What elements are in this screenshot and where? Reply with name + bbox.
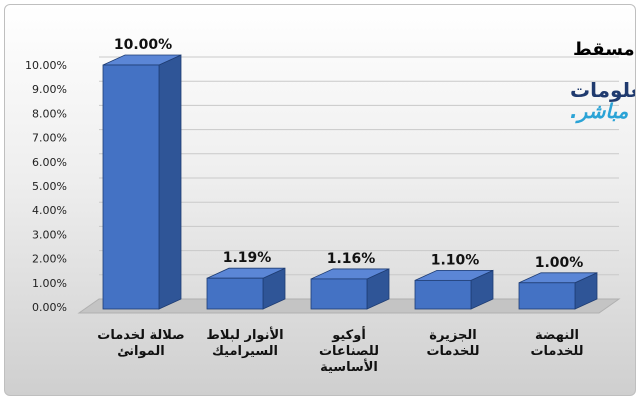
- category-label: الأنوار لبلاط السيراميك: [206, 326, 283, 359]
- bar-front: [102, 64, 160, 310]
- category-label-line: السيراميك: [212, 344, 278, 359]
- logo-line-1: معلومات: [570, 78, 635, 102]
- bar-side: [158, 54, 182, 310]
- chart-frame: 0.00% 1.00% 2.00% 3.00% 4.00% 5.00% 6.00% 7.00%…: [4, 4, 636, 396]
- bars: [102, 54, 598, 310]
- bar-front: [310, 278, 368, 310]
- bar: [206, 267, 286, 310]
- category-label: صلالة لخدمات الموانئ: [97, 328, 184, 359]
- category-label-line: الأنوار لبلاط: [206, 326, 283, 343]
- data-label: 1.00%: [535, 255, 584, 271]
- y-tick-label: 9.00%: [32, 83, 67, 96]
- data-label: 1.19%: [223, 250, 272, 266]
- category-label-line: الأساسية: [320, 358, 378, 375]
- y-tick-label: 7.00%: [32, 132, 67, 145]
- y-tick-label: 0.00%: [32, 301, 67, 314]
- bar: [102, 54, 182, 310]
- y-axis-ticks: 0.00% 1.00% 2.00% 3.00% 4.00% 5.00% 6.00% 7.00%…: [25, 59, 67, 314]
- bar: [310, 268, 390, 310]
- y-tick-label: 1.00%: [32, 277, 67, 290]
- y-tick-label: 2.00%: [32, 253, 67, 266]
- category-label: النهضة للخدمات: [530, 328, 583, 359]
- bar-front: [414, 279, 472, 310]
- y-tick-label: 10.00%: [25, 59, 67, 72]
- y-tick-label: 8.00%: [32, 107, 67, 120]
- bar: [414, 269, 494, 310]
- data-label: 10.00%: [114, 37, 172, 53]
- bar-chart: 0.00% 1.00% 2.00% 3.00% 4.00% 5.00% 6.00% 7.00%…: [25, 37, 635, 375]
- data-label: 1.10%: [431, 252, 480, 268]
- data-labels: 10.00% 1.19% 1.16% 1.10% 1.00%: [114, 37, 583, 271]
- grid-layer: [99, 56, 619, 276]
- logo: معلومات مباشر.: [570, 78, 635, 124]
- category-label-line: النهضة: [535, 328, 579, 343]
- y-tick-label: 6.00%: [32, 156, 67, 169]
- y-tick-label: 5.00%: [32, 180, 67, 193]
- category-label: الجزيرة للخدمات: [426, 328, 479, 359]
- bar: [518, 272, 598, 310]
- y-tick-label: 4.00%: [32, 204, 67, 217]
- category-label: أوكيو للصناعات الأساسية: [319, 326, 379, 375]
- bar-front: [518, 282, 576, 310]
- category-label-line: صلالة لخدمات: [97, 328, 184, 343]
- bar-front: [206, 277, 264, 310]
- category-label-line: أوكيو: [331, 326, 366, 343]
- logo-line-2: مباشر.: [570, 99, 629, 124]
- category-label-line: الموانئ: [117, 344, 164, 359]
- category-label-line: الجزيرة: [429, 328, 476, 343]
- y-tick-label: 3.00%: [32, 228, 67, 241]
- category-label-line: للصناعات: [319, 344, 379, 359]
- category-label-line: للخدمات: [530, 344, 583, 359]
- data-label: 1.16%: [327, 251, 376, 267]
- chart-title: أكثر 5 أسهم رابحة ببورصة مسقط: [573, 37, 635, 60]
- category-labels: صلالة لخدمات الموانئ الأنوار لبلاط السيرامي…: [97, 326, 583, 375]
- category-label-line: للخدمات: [426, 344, 479, 359]
